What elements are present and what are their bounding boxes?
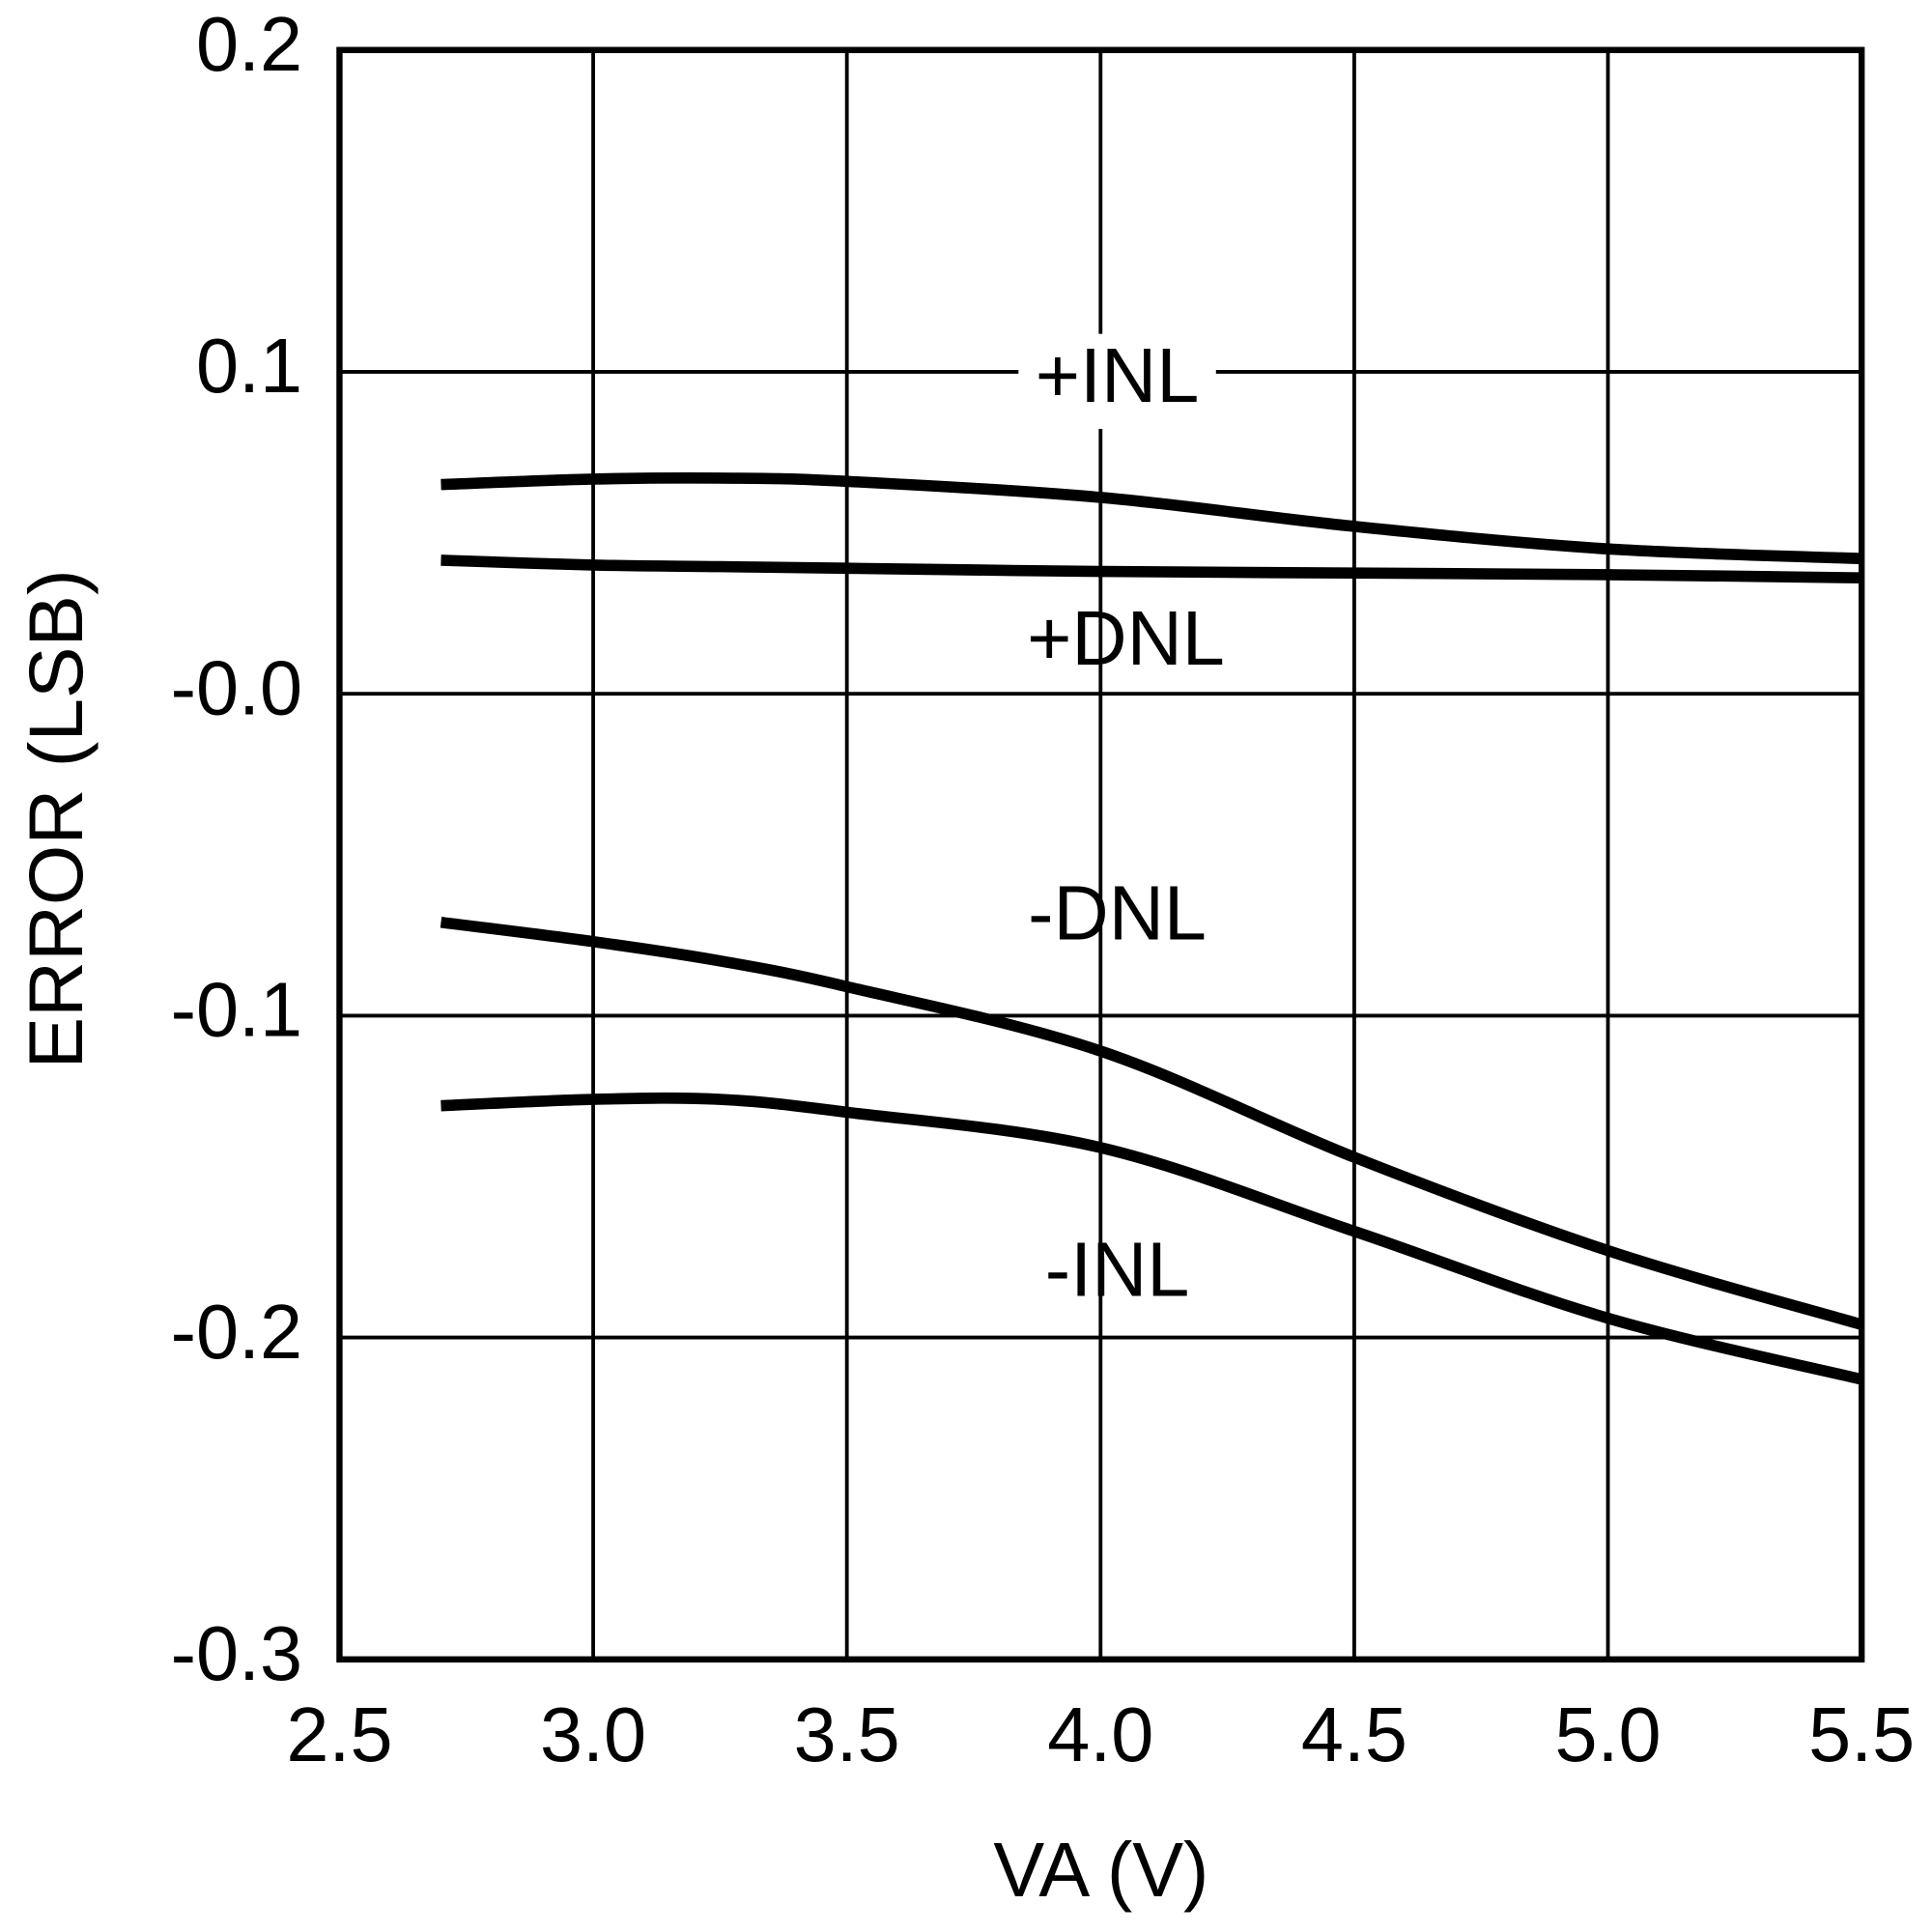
series-label: +DNL [1027,594,1225,681]
y-tick-label: -0.3 [171,1610,303,1697]
y-tick-label: -0.2 [171,1288,303,1375]
x-tick-label: 2.5 [286,1691,392,1778]
plot-frame [336,46,1865,1663]
y-tick-label: 0.1 [196,323,302,410]
x-tick-label: 4.0 [1047,1691,1153,1778]
x-tick-label: 3.5 [794,1691,900,1778]
x-tick-label: 5.0 [1554,1691,1661,1778]
series-line [440,1092,1863,1385]
series-line [440,554,1862,584]
x-tick-label: 4.5 [1301,1691,1407,1778]
y-tick-label: -0.1 [171,966,303,1053]
label-background [1018,333,1216,430]
series-label: -DNL [1028,869,1207,956]
series-label: -INL [1045,1226,1190,1313]
y-axis-label: ERROR (LSB) [13,569,98,1068]
series-label: +INL [1036,332,1200,419]
y-tick-label: 0.2 [196,1,302,88]
y-tick-label: -0.0 [171,644,303,731]
series-line [440,916,1863,1330]
x-tick-label: 3.0 [540,1691,646,1778]
x-tick-label: 5.5 [1808,1691,1915,1778]
series-line [440,471,1862,565]
x-axis-label: VA (V) [993,1826,1208,1913]
